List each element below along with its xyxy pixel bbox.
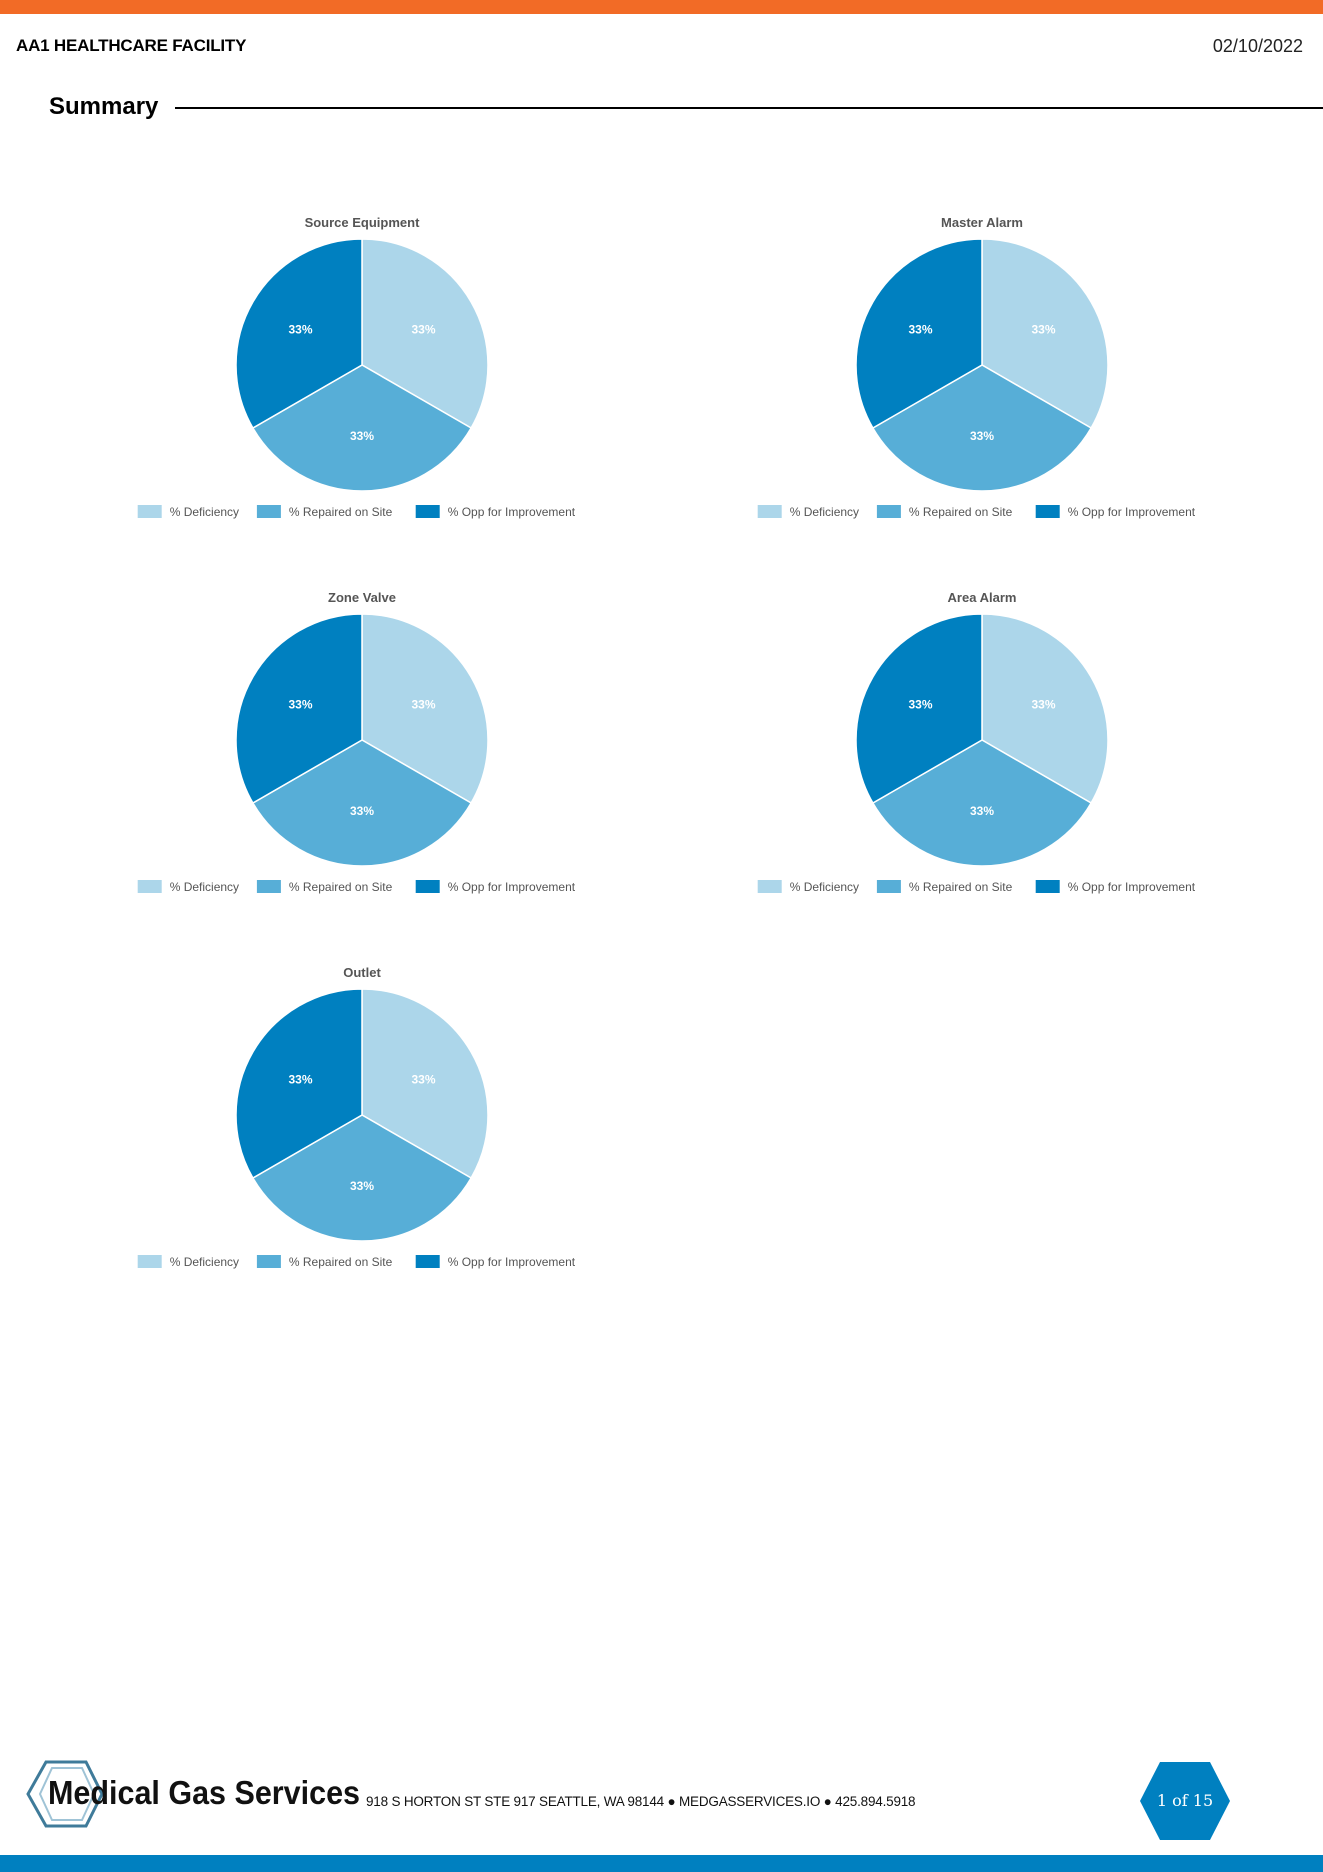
section-title: Summary	[49, 93, 159, 120]
legend-label: % Opp for Improvement	[448, 880, 576, 894]
chart-title: Master Alarm	[941, 215, 1023, 230]
legend-swatch	[1035, 880, 1060, 893]
logo-wordmark: Medical Gas Services	[48, 1774, 360, 1811]
legend-swatch	[1035, 505, 1060, 518]
legend-label: % Opp for Improvement	[1068, 505, 1196, 519]
pie-chart-source-equipment: Source Equipment 33% 33% 33% % Deficiency % R…	[52, 205, 672, 535]
legend-label: % Repaired on Site	[289, 880, 393, 894]
legend-label: % Repaired on Site	[289, 1255, 393, 1269]
slice-label: 33%	[411, 698, 435, 712]
slice-label: 33%	[288, 698, 312, 712]
legend-label: % Repaired on Site	[289, 505, 393, 519]
hexagon-logo-icon: Medical Gas Services	[26, 1760, 360, 1828]
legend-label: % Opp for Improvement	[448, 1255, 576, 1269]
legend-swatch	[137, 1255, 162, 1268]
pie-slice-deficiency	[361, 988, 489, 1180]
slice-label: 33%	[1031, 323, 1055, 337]
slice-label: 33%	[350, 1179, 374, 1193]
pie-slice-repaired-on-site	[871, 364, 1093, 492]
pie-slice-opp-for-improvement	[855, 238, 983, 430]
pie-chart-outlet: Outlet 33% 33% 33% % Deficiency % Repaired on…	[52, 955, 672, 1285]
slice-label: 33%	[350, 429, 374, 443]
bottom-accent-bar	[0, 1855, 1323, 1872]
chart-title: Source Equipment	[305, 215, 421, 230]
slice-label: 33%	[350, 804, 374, 818]
legend-label: % Deficiency	[170, 505, 239, 519]
chart-svg: Zone Valve 33% 33% 33% % Deficiency % Repaire…	[137, 590, 576, 894]
footer-address: 918 S HORTON ST STE 917 SEATTLE, WA 9814…	[366, 1794, 916, 1809]
slice-label: 33%	[970, 804, 994, 818]
legend-swatch	[415, 505, 440, 518]
report-date: 02/10/2022	[1212, 36, 1303, 56]
legend-label: % Repaired on Site	[909, 505, 1013, 519]
legend-label: % Opp for Improvement	[448, 505, 576, 519]
chart-title: Area Alarm	[948, 590, 1017, 605]
legend-swatch	[415, 1255, 440, 1268]
slice-label: 33%	[908, 698, 932, 712]
pie-slice-opp-for-improvement	[235, 988, 363, 1180]
pie-slice-opp-for-improvement	[235, 613, 363, 805]
legend-swatch	[256, 880, 281, 893]
legend-swatch	[757, 505, 782, 518]
pie-slice-deficiency	[361, 238, 489, 430]
slice-label: 33%	[908, 323, 932, 337]
legend-swatch	[876, 880, 901, 893]
pie-chart-master-alarm: Master Alarm 33% 33% 33% % Deficiency % Repai…	[672, 205, 1292, 535]
chart-title: Zone Valve	[328, 590, 396, 605]
legend-label: % Deficiency	[170, 1255, 239, 1269]
legend-swatch	[137, 505, 162, 518]
legend-swatch	[415, 880, 440, 893]
slice-label: 33%	[411, 323, 435, 337]
page-number: 1 of 15	[1156, 1791, 1214, 1810]
pie-slice-repaired-on-site	[251, 739, 473, 867]
pie-slice-opp-for-improvement	[235, 238, 363, 430]
legend-swatch	[876, 505, 901, 518]
legend-label: % Deficiency	[170, 880, 239, 894]
legend-swatch	[256, 505, 281, 518]
pie-chart-area-alarm: Area Alarm 33% 33% 33% % Deficiency % Repaire…	[672, 580, 1292, 910]
chart-svg: Source Equipment 33% 33% 33% % Deficiency % R…	[137, 215, 576, 519]
top-accent-bar	[0, 0, 1323, 14]
company-logo: Medical Gas Services	[24, 1758, 364, 1830]
legend-label: % Deficiency	[790, 505, 859, 519]
slice-label: 33%	[288, 323, 312, 337]
pie-slice-deficiency	[981, 613, 1109, 805]
slice-label: 33%	[411, 1073, 435, 1087]
section-divider	[175, 107, 1323, 109]
slice-label: 33%	[970, 429, 994, 443]
legend-swatch	[256, 1255, 281, 1268]
legend-label: % Opp for Improvement	[1068, 880, 1196, 894]
legend-label: % Deficiency	[790, 880, 859, 894]
chart-svg: Outlet 33% 33% 33% % Deficiency % Repaired on…	[137, 965, 576, 1269]
chart-svg: Master Alarm 33% 33% 33% % Deficiency % Repai…	[757, 215, 1196, 519]
slice-label: 33%	[1031, 698, 1055, 712]
pie-slice-deficiency	[981, 238, 1109, 430]
chart-title: Outlet	[343, 965, 381, 980]
pie-slice-opp-for-improvement	[855, 613, 983, 805]
pie-chart-zone-valve: Zone Valve 33% 33% 33% % Deficiency % Repaire…	[52, 580, 672, 910]
chart-svg: Area Alarm 33% 33% 33% % Deficiency % Repaire…	[757, 590, 1196, 894]
pie-slice-repaired-on-site	[871, 739, 1093, 867]
legend-swatch	[137, 880, 162, 893]
legend-label: % Repaired on Site	[909, 880, 1013, 894]
page-indicator: 1 of 15	[1138, 1760, 1232, 1842]
legend-swatch	[757, 880, 782, 893]
pie-slice-repaired-on-site	[251, 1114, 473, 1242]
pie-slice-repaired-on-site	[251, 364, 473, 492]
pie-slice-deficiency	[361, 613, 489, 805]
hexagon-badge-icon	[1140, 1762, 1230, 1840]
facility-name: AA1 HEALTHCARE FACILITY	[16, 36, 247, 55]
slice-label: 33%	[288, 1073, 312, 1087]
